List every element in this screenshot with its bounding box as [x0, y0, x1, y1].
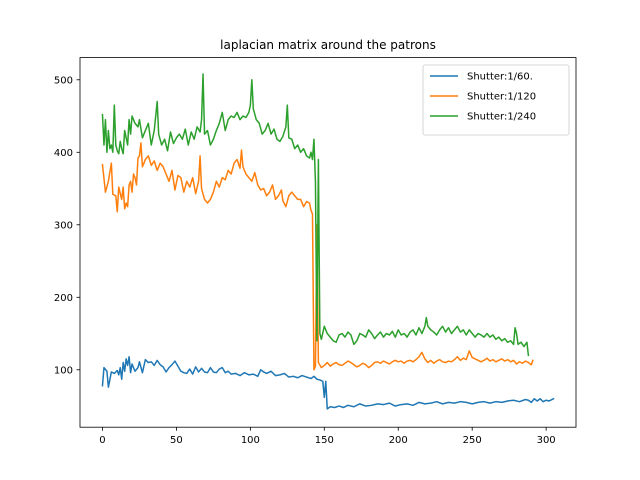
x-tick-label: 150	[315, 435, 334, 446]
x-tick-label: 50	[170, 435, 183, 446]
y-tick-label: 500	[54, 75, 73, 86]
x-tick-label: 100	[241, 435, 260, 446]
x-tick-label: 0	[99, 435, 105, 446]
x-tick-label: 250	[463, 435, 482, 446]
axes-frame	[79, 57, 577, 428]
legend-label-3: Shutter:1/240	[467, 112, 536, 123]
legend-box	[422, 64, 570, 136]
y-axis: 100 200 300 400 500	[54, 75, 80, 376]
series-layer	[101, 73, 555, 410]
legend-label-2: Shutter:1/120	[467, 92, 536, 103]
y-tick-label: 300	[54, 220, 73, 231]
legend: Shutter:1/60. Shutter:1/120 Shutter:1/240	[422, 64, 570, 136]
x-tick-label: 200	[389, 435, 408, 446]
series-line-2	[101, 142, 534, 371]
x-axis: 0 50 100 150 200 250 300	[99, 427, 556, 446]
series-line-3	[101, 73, 530, 357]
chart-title: laplacian matrix around the patrons	[220, 38, 436, 52]
y-tick-label: 100	[54, 365, 73, 376]
y-tick-label: 200	[54, 293, 73, 304]
series-line-1	[101, 355, 555, 410]
x-tick-label: 300	[537, 435, 556, 446]
y-tick-label: 400	[54, 148, 73, 159]
legend-label-1: Shutter:1/60.	[467, 72, 533, 83]
